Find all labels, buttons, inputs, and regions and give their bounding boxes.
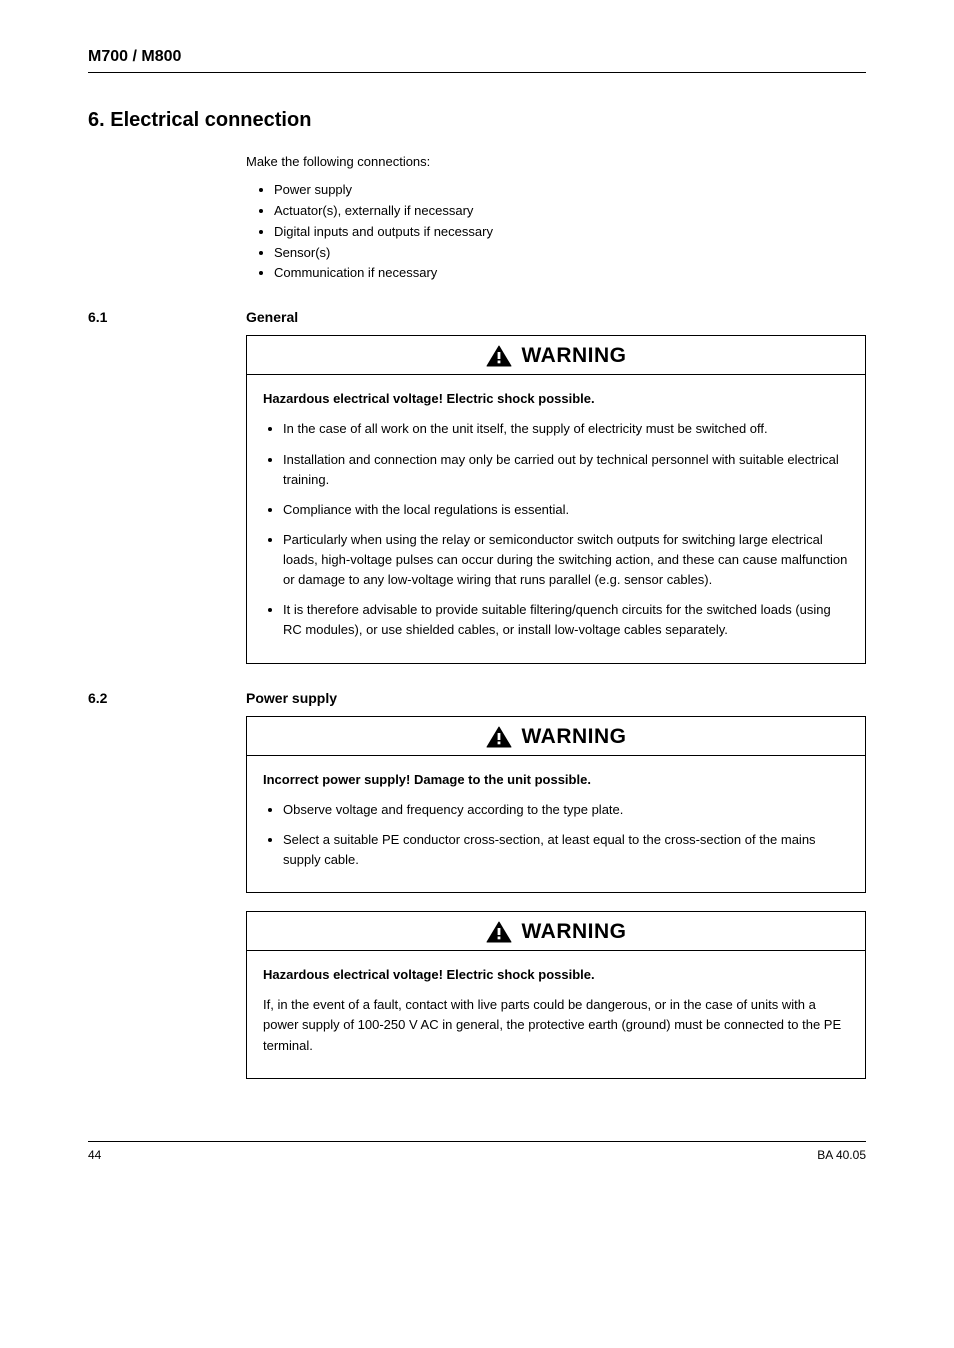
list-item: Digital inputs and outputs if necessary [274, 223, 866, 242]
warning-lead: Hazardous electrical voltage! Electric s… [263, 965, 849, 985]
list-item: It is therefore advisable to provide sui… [283, 600, 849, 640]
warning-box-2: WARNING Incorrect power supply! Damage t… [246, 716, 866, 894]
page-number: 44 [88, 1148, 101, 1162]
list-item: Particularly when using the relay or sem… [283, 530, 849, 590]
intro-text: Make the following connections: [246, 154, 866, 169]
subsection-number: 6.1 [88, 309, 246, 325]
warning-list: In the case of all work on the unit itse… [283, 419, 849, 640]
warning-title: WARNING [522, 344, 627, 368]
header-rule [88, 72, 866, 73]
warning-lead: Incorrect power supply! Damage to the un… [263, 770, 849, 790]
subsection-6-1: 6.1 General [88, 309, 866, 325]
list-item: Actuator(s), externally if necessary [274, 202, 866, 221]
warning-icon [486, 726, 512, 748]
warning-text: If, in the event of a fault, contact wit… [263, 995, 849, 1055]
warning-list: Observe voltage and frequency according … [283, 800, 849, 870]
list-item: Sensor(s) [274, 244, 866, 263]
section-heading: 6. Electrical connection [88, 109, 866, 132]
warning-icon [486, 921, 512, 943]
footer-rule [88, 1141, 866, 1142]
page-footer: 44 BA 40.05 [88, 1141, 866, 1162]
subsection-title: Power supply [246, 690, 337, 706]
warning-box-3: WARNING Hazardous electrical voltage! El… [246, 911, 866, 1079]
list-item: Compliance with the local regulations is… [283, 500, 849, 520]
list-item: Select a suitable PE conductor cross-sec… [283, 830, 849, 870]
list-item: Installation and connection may only be … [283, 450, 849, 490]
checklist: Power supply Actuator(s), externally if … [274, 181, 866, 283]
warning-title: WARNING [522, 920, 627, 944]
intro-block: Make the following connections: Power su… [246, 154, 866, 283]
warning-icon [486, 345, 512, 367]
warning-header: WARNING [247, 912, 865, 951]
warning-title: WARNING [522, 725, 627, 749]
subsection-6-2: 6.2 Power supply [88, 690, 866, 706]
page-header: M700 / M800 [88, 48, 866, 66]
list-item: In the case of all work on the unit itse… [283, 419, 849, 439]
list-item: Communication if necessary [274, 264, 866, 283]
warning-lead: Hazardous electrical voltage! Electric s… [263, 389, 849, 409]
warning-header: WARNING [247, 336, 865, 375]
list-item: Power supply [274, 181, 866, 200]
subsection-number: 6.2 [88, 690, 246, 706]
subsection-title: General [246, 309, 298, 325]
doc-code: BA 40.05 [817, 1148, 866, 1162]
list-item: Observe voltage and frequency according … [283, 800, 849, 820]
warning-box-1: WARNING Hazardous electrical voltage! El… [246, 335, 866, 663]
warning-header: WARNING [247, 717, 865, 756]
